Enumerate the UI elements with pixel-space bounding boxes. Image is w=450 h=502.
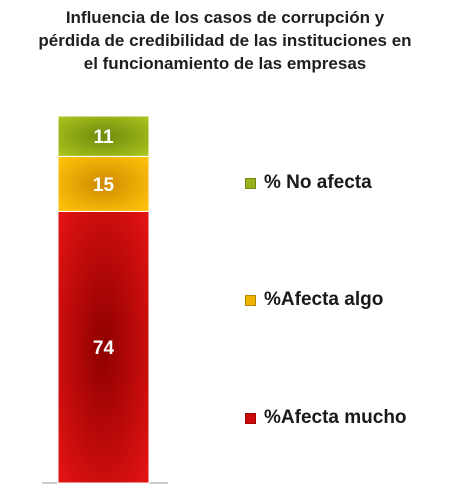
legend-label: %Afecta mucho bbox=[264, 407, 407, 428]
bar-segment-1 bbox=[57, 210, 150, 484]
bar-segment-3 bbox=[57, 115, 150, 157]
data-label-3: 11 bbox=[93, 127, 114, 148]
title-line-2: pérdida de credibilidad de las instituci… bbox=[38, 31, 412, 50]
title-line-3: el funcionamiento de las empresas bbox=[83, 54, 367, 73]
legend-item-1: % No afecta bbox=[245, 172, 372, 194]
legend-item-2: %Afecta algo bbox=[245, 289, 383, 311]
legend-swatch bbox=[245, 294, 256, 306]
legend-label: %Afecta algo bbox=[264, 289, 384, 310]
legend-item-3: %Afecta mucho bbox=[245, 407, 407, 429]
title-line-1: Influencia de los casos de corrupción y bbox=[65, 8, 385, 27]
bar-segment-2 bbox=[57, 155, 150, 212]
data-label-1: 74 bbox=[93, 338, 115, 359]
legend-label: % No afecta bbox=[264, 172, 372, 193]
legend-swatch bbox=[245, 412, 256, 424]
legend-swatch bbox=[245, 177, 256, 189]
data-label-2: 15 bbox=[93, 175, 115, 196]
chart-title: Influencia de los casos de corrupción y … bbox=[0, 6, 450, 75]
